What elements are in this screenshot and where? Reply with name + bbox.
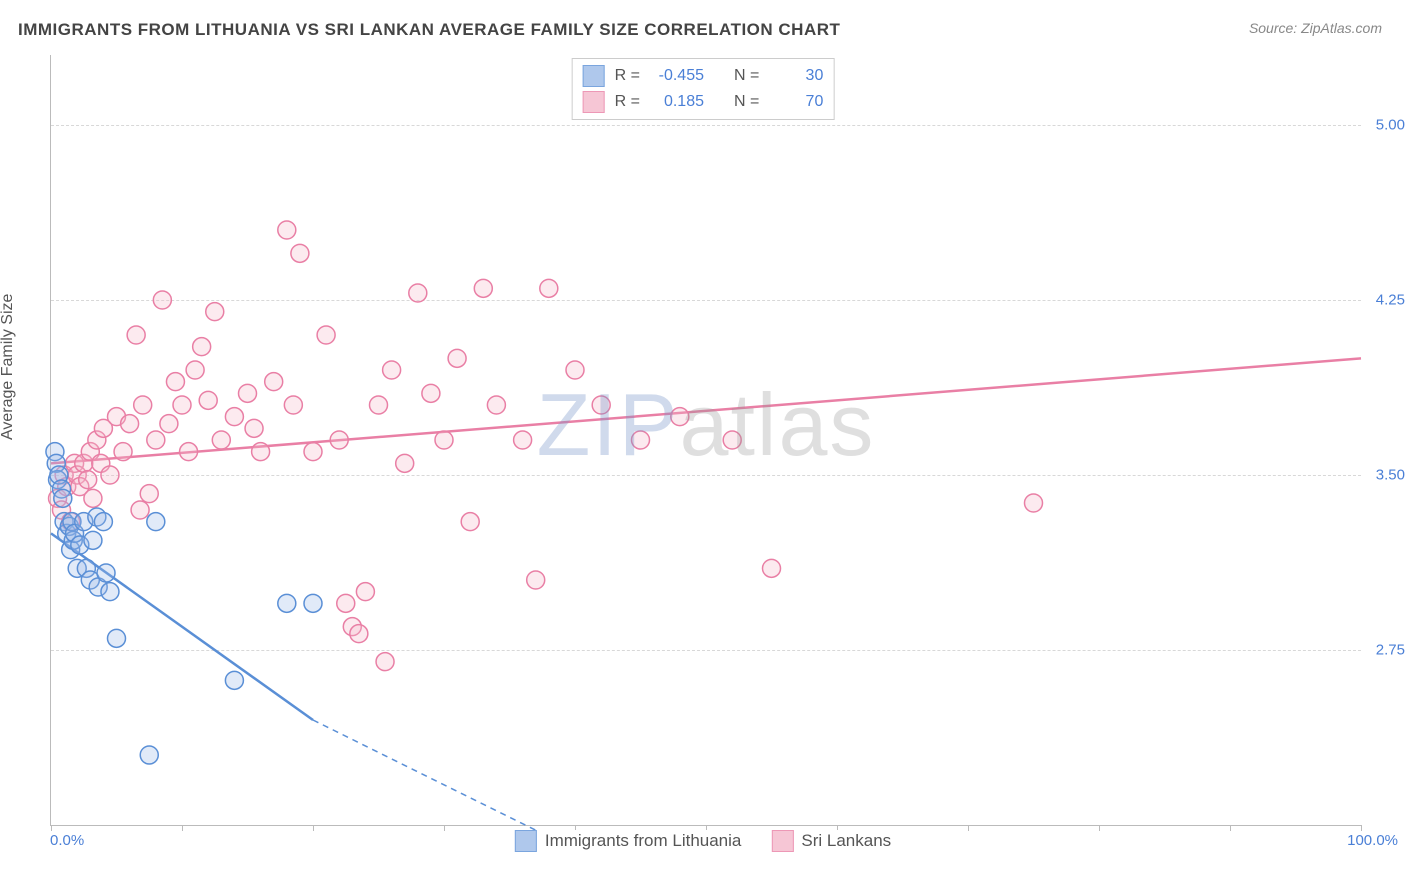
legend-r-label-0: R = xyxy=(615,67,640,85)
source-name: ZipAtlas.com xyxy=(1301,20,1382,36)
x-axis-min-label: 0.0% xyxy=(50,832,84,849)
swatch-srilankans xyxy=(583,91,605,113)
series-legend: Immigrants from Lithuania Sri Lankans xyxy=(509,830,897,852)
source-attribution: Source: ZipAtlas.com xyxy=(1249,20,1382,36)
legend-n-value-0: 30 xyxy=(769,67,823,85)
legend-n-label-1: N = xyxy=(734,93,759,111)
legend-item-lithuania: Immigrants from Lithuania xyxy=(515,830,742,852)
chart-container: IMMIGRANTS FROM LITHUANIA VS SRI LANKAN … xyxy=(0,0,1406,892)
swatch-srilankans-bottom xyxy=(771,830,793,852)
y-axis-title: Average Family Size xyxy=(0,294,17,440)
legend-r-value-0: -0.455 xyxy=(650,67,704,85)
y-tick-label: 4.25 xyxy=(1376,292,1405,309)
legend-r-value-1: 0.185 xyxy=(650,93,704,111)
chart-svg xyxy=(51,55,1361,825)
y-tick-label: 2.75 xyxy=(1376,642,1405,659)
y-tick-label: 5.00 xyxy=(1376,117,1405,134)
legend-label-lithuania: Immigrants from Lithuania xyxy=(545,831,742,851)
legend-row-srilankans: R = 0.185 N = 70 xyxy=(583,89,824,115)
legend-item-srilankans: Sri Lankans xyxy=(771,830,891,852)
swatch-lithuania-bottom xyxy=(515,830,537,852)
legend-n-label-0: N = xyxy=(734,67,759,85)
correlation-legend: R = -0.455 N = 30 R = 0.185 N = 70 xyxy=(572,58,835,120)
legend-n-value-1: 70 xyxy=(769,93,823,111)
plot-area: 2.753.504.255.00 ZIPatlas xyxy=(50,55,1361,826)
legend-row-lithuania: R = -0.455 N = 30 xyxy=(583,63,824,89)
legend-r-label-1: R = xyxy=(615,93,640,111)
legend-label-srilankans: Sri Lankans xyxy=(801,831,891,851)
x-axis-max-label: 100.0% xyxy=(1347,832,1398,849)
y-tick-label: 3.50 xyxy=(1376,467,1405,484)
source-prefix: Source: xyxy=(1249,20,1301,36)
swatch-lithuania xyxy=(583,65,605,87)
chart-title: IMMIGRANTS FROM LITHUANIA VS SRI LANKAN … xyxy=(18,20,840,40)
